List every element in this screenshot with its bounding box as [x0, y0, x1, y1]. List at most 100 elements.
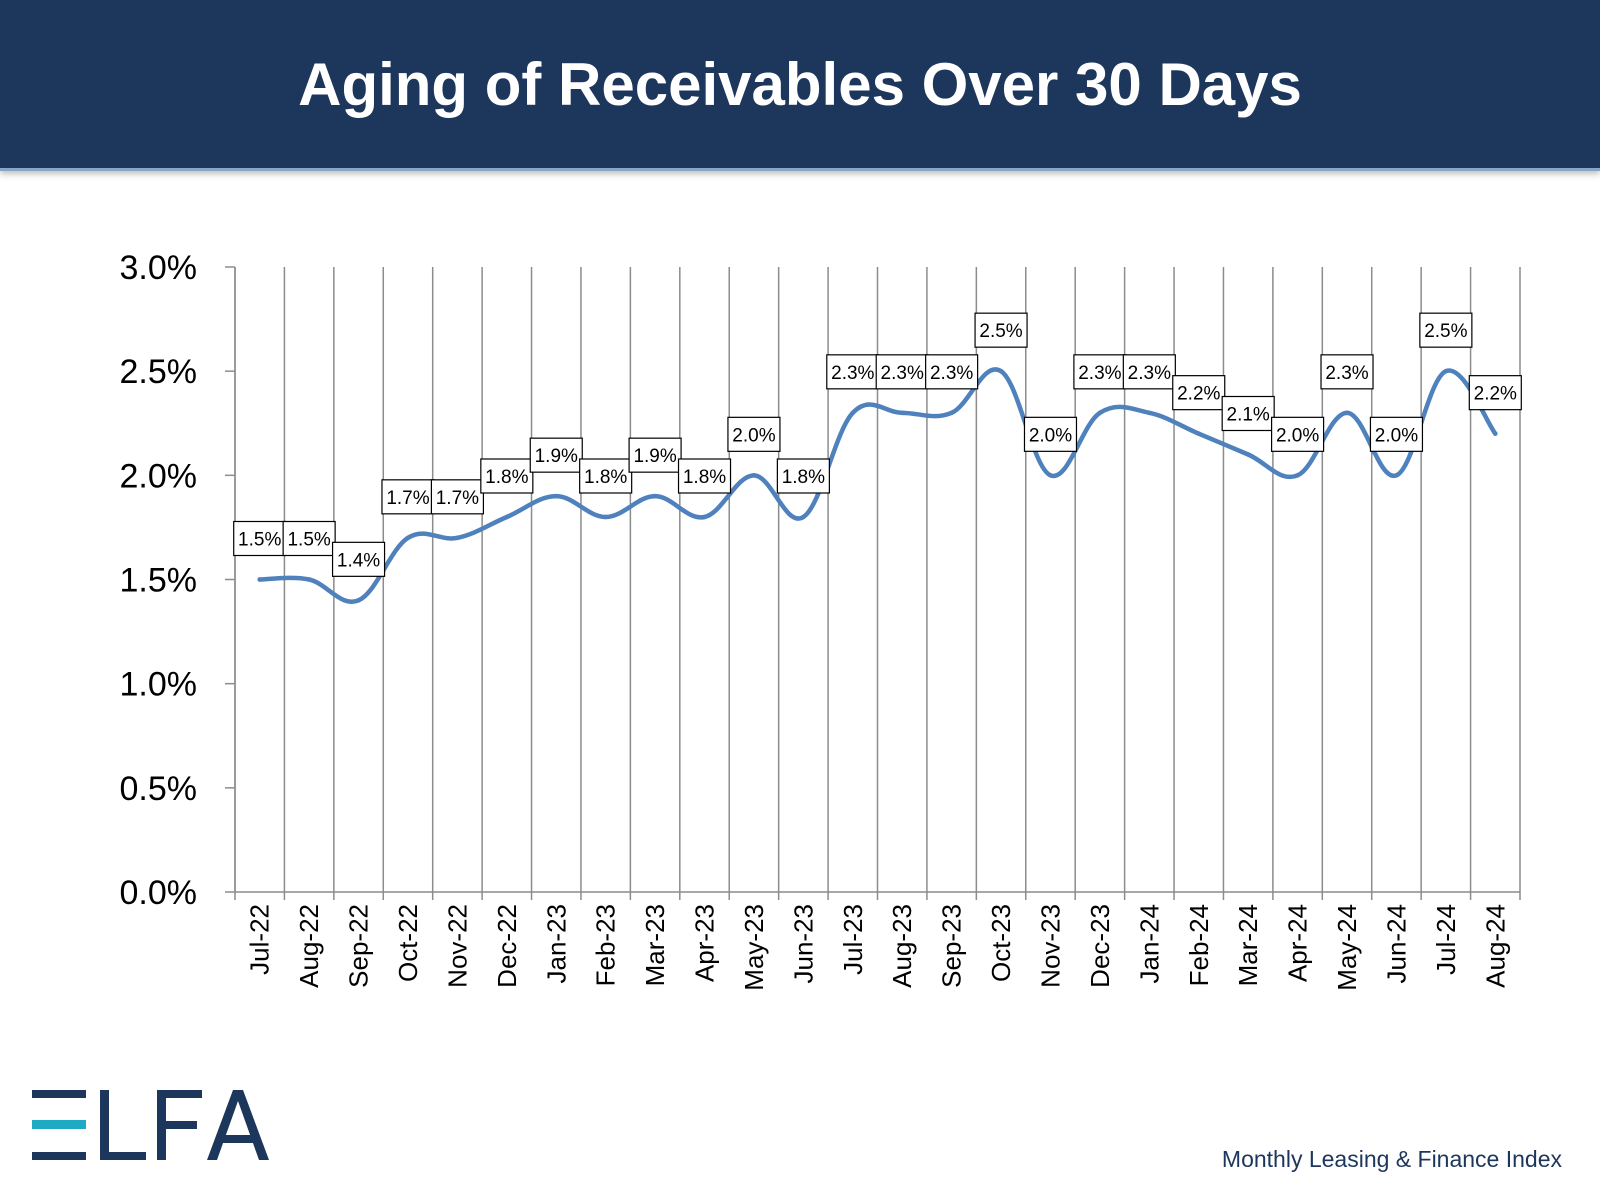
data-label-box	[579, 458, 633, 494]
data-label-box	[974, 312, 1028, 348]
line-chart: 0.0% 0.5% 1.0% 1.5% 2.0% 2.5% 3.0% Jul-22 Aug-22…	[120, 249, 1522, 991]
x-tick-label: Apr-23	[690, 904, 720, 982]
data-label-box	[529, 437, 583, 473]
data-label-box	[677, 458, 732, 494]
data-point	[899, 410, 905, 416]
data-point	[949, 410, 954, 416]
x-tick-label: Jul-24	[1431, 904, 1461, 975]
x-tick-label: Feb-23	[591, 904, 621, 986]
data-point	[850, 410, 856, 416]
data-label: 1.5%	[287, 530, 330, 551]
data-label: 2.3%	[1128, 363, 1171, 384]
x-tick-label: Mar-23	[640, 904, 670, 986]
x-tick-label: Dec-22	[492, 904, 522, 988]
data-point	[405, 535, 411, 541]
data-point	[257, 577, 263, 582]
data-label: 2.0%	[732, 425, 775, 446]
x-tick-label: May-23	[739, 904, 769, 991]
elfa-logo	[30, 1090, 280, 1165]
data-label-box	[430, 479, 485, 515]
data-label: 2.2%	[1474, 384, 1517, 405]
x-tick-label: Mar-24	[1233, 904, 1263, 986]
data-point	[652, 493, 658, 499]
data-label-box	[776, 458, 830, 494]
y-tick-label: 1.0%	[120, 666, 198, 704]
data-label: 1.8%	[782, 467, 825, 488]
data-point	[1492, 431, 1498, 436]
y-tick-label: 2.0%	[120, 457, 198, 495]
x-tick-label: Apr-24	[1283, 904, 1313, 982]
x-tick-label: Jan-23	[541, 904, 571, 984]
data-label-box	[1122, 354, 1176, 390]
data-label: 1.8%	[485, 467, 528, 488]
data-point	[1295, 473, 1300, 478]
x-tick-label: Aug-23	[887, 904, 917, 988]
data-label: 1.4%	[337, 550, 380, 571]
data-label: 1.5%	[238, 530, 281, 551]
y-tick-label: 0.0%	[120, 874, 198, 912]
data-point	[998, 368, 1004, 374]
data-label-box	[1073, 354, 1127, 390]
title-banner: Aging of Receivables Over 30 Days	[0, 0, 1600, 171]
data-label: 2.3%	[1325, 363, 1368, 384]
data-label: 2.0%	[1375, 425, 1418, 446]
x-tick-label: Aug-24	[1480, 904, 1510, 988]
x-tick-label: Sep-22	[344, 904, 374, 988]
data-point	[1147, 410, 1152, 416]
data-label: 2.3%	[881, 363, 924, 384]
data-label-box	[1419, 312, 1473, 348]
data-label-box	[331, 541, 386, 577]
x-tick-label: Jun-24	[1381, 904, 1411, 984]
x-tick-label: Aug-22	[294, 904, 324, 988]
data-point	[1394, 473, 1399, 478]
data-label-box	[1369, 416, 1424, 452]
x-tick-label: Sep-23	[937, 904, 967, 988]
data-point	[1245, 452, 1251, 457]
x-tick-label: May-24	[1332, 904, 1362, 991]
data-point	[603, 514, 608, 520]
footer-caption: Monthly Leasing & Finance Index	[1221, 1146, 1562, 1172]
x-tick-label: Nov-23	[1035, 904, 1065, 988]
x-tick-label: Jul-22	[245, 904, 275, 975]
data-point	[1097, 410, 1103, 416]
data-point	[553, 493, 559, 499]
data-label: 1.9%	[535, 446, 578, 467]
data-label: 2.5%	[979, 321, 1022, 342]
data-point	[1048, 473, 1053, 478]
data-label-box	[1221, 395, 1275, 432]
data-point	[455, 535, 460, 541]
data-label-box	[727, 416, 781, 452]
x-tick-label: Oct-22	[393, 904, 423, 982]
data-label: 2.3%	[831, 363, 874, 384]
y-tick-label: 1.5%	[120, 562, 198, 600]
data-label-box	[925, 354, 979, 390]
data-label-box	[1172, 375, 1226, 411]
data-point	[702, 514, 707, 520]
data-label-box	[381, 479, 435, 515]
data-point	[356, 598, 361, 603]
data-label: 2.3%	[1078, 363, 1121, 384]
data-label: 2.2%	[1177, 384, 1220, 405]
data-label: 1.7%	[436, 488, 479, 509]
data-point	[1196, 431, 1202, 436]
data-label-box	[1270, 416, 1325, 452]
data-label: 1.8%	[683, 467, 726, 488]
data-label-box	[282, 520, 336, 557]
data-point	[306, 577, 312, 582]
x-tick-label: Jan-24	[1134, 904, 1164, 984]
x-tick-label: Jul-23	[838, 904, 868, 975]
x-tick-label: Jun-23	[788, 904, 818, 984]
data-point	[504, 514, 510, 520]
data-label-box	[826, 354, 880, 390]
x-tick-label: Oct-23	[986, 904, 1016, 982]
data-label-box	[1320, 354, 1374, 390]
data-label-box	[480, 458, 534, 494]
y-tick-label: 2.5%	[120, 353, 198, 391]
data-point	[801, 514, 806, 520]
data-point	[751, 473, 757, 478]
data-label-box	[628, 437, 682, 473]
y-tick-label: 3.0%	[120, 249, 198, 287]
page-title: Aging of Receivables Over 30 Days	[298, 50, 1302, 118]
x-tick-label: Nov-22	[442, 904, 472, 988]
data-label-box	[1023, 416, 1078, 452]
